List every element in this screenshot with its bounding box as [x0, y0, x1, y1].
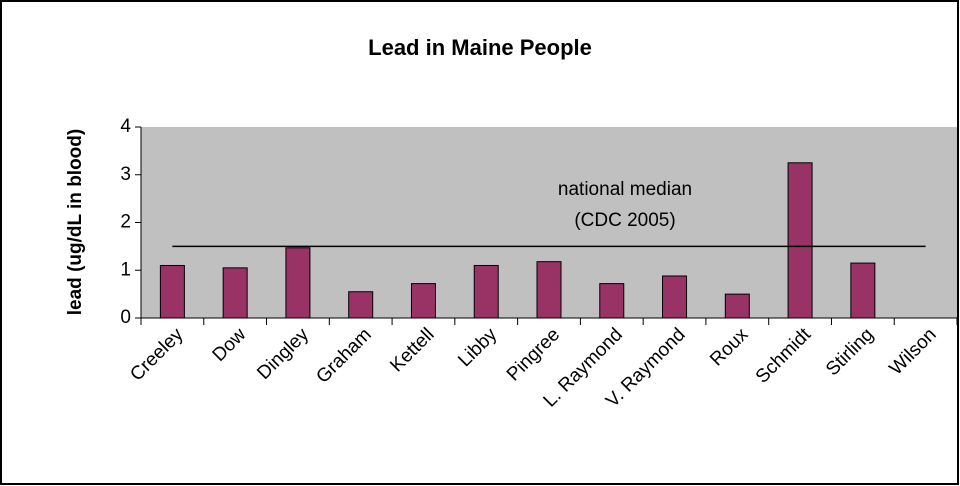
y-tick-label: 2 — [120, 212, 131, 233]
bar — [536, 261, 562, 319]
bar — [159, 264, 185, 319]
bar — [473, 264, 499, 319]
y-tick-label: 0 — [120, 307, 131, 328]
bar — [410, 283, 436, 319]
annotation: (CDC 2005) — [574, 210, 675, 231]
bar — [599, 283, 625, 319]
y-tick-label: 3 — [120, 164, 131, 185]
bar — [662, 275, 688, 319]
bar — [724, 293, 750, 319]
chart-title: Lead in Maine People — [368, 35, 592, 60]
y-axis-label: lead (ug/dL in blood) — [65, 129, 86, 315]
bar — [285, 247, 311, 319]
bar — [348, 291, 374, 319]
y-tick-label: 4 — [120, 116, 131, 137]
y-tick-label: 1 — [120, 259, 131, 280]
annotation: national median — [558, 179, 692, 200]
bar — [850, 262, 876, 319]
bar — [787, 162, 813, 319]
bar — [222, 267, 248, 319]
